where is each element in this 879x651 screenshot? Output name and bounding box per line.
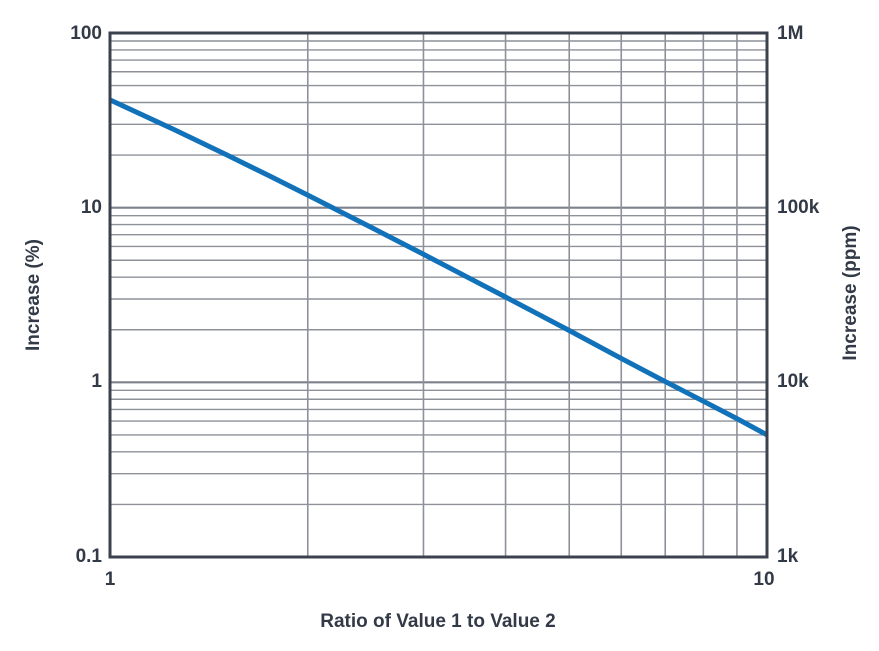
- y-axis-title-left: Increase (%): [23, 239, 44, 351]
- y-left-tick-10: 10: [80, 197, 102, 218]
- y-right-tick-1k: 1k: [777, 546, 799, 567]
- y-left-tick-100: 100: [70, 23, 102, 44]
- y-right-tick-10k: 10k: [777, 371, 809, 392]
- y-right-tick-100k: 100k: [777, 197, 820, 218]
- y-left-tick-0p1: 0.1: [75, 546, 102, 567]
- plot-frame: [108, 31, 769, 559]
- x-axis-title: Ratio of Value 1 to Value 2: [320, 611, 556, 632]
- y-right-tick-1M: 1M: [777, 23, 804, 44]
- y-left-tick-1: 1: [91, 371, 102, 392]
- x-tick-1: 1: [104, 569, 116, 590]
- rss-increase-line: [108, 97, 769, 438]
- y-axis-title-right: Increase (ppm): [840, 225, 861, 361]
- x-tick-10: 10: [753, 569, 775, 590]
